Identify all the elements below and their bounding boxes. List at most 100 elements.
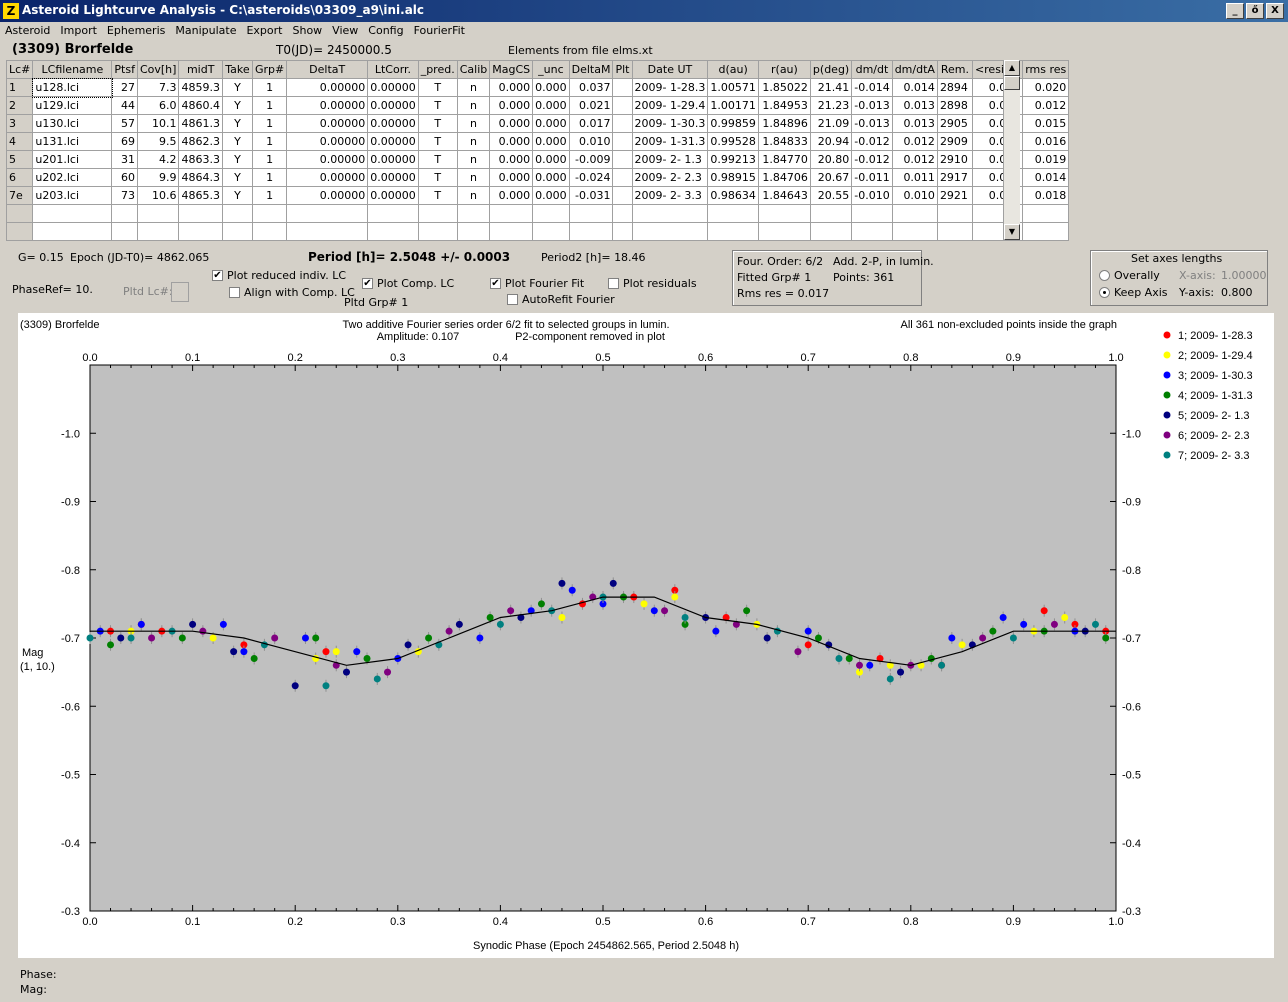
table-cell[interactable]: u130.lci <box>32 114 113 133</box>
table-cell[interactable]: 2009- 2- 1.3 <box>631 150 709 169</box>
table-cell[interactable]: 0.010 <box>891 186 938 205</box>
table-cell[interactable] <box>851 204 893 223</box>
table-cell[interactable] <box>612 150 633 169</box>
data-point[interactable] <box>743 607 751 615</box>
table-cell[interactable]: 0.000 <box>532 114 570 133</box>
column-header[interactable]: midT <box>178 60 223 79</box>
table-cell[interactable]: T <box>417 132 458 151</box>
data-point[interactable] <box>1009 634 1017 642</box>
data-point[interactable] <box>332 648 340 656</box>
table-cell[interactable]: 0.000 <box>489 114 534 133</box>
table-cell[interactable]: 0.018 <box>1022 186 1070 205</box>
column-header[interactable]: Rem. <box>936 60 973 79</box>
data-point[interactable] <box>199 627 207 635</box>
table-cell[interactable]: 69 <box>111 132 138 151</box>
column-header[interactable]: Lc# <box>5 60 34 79</box>
data-point[interactable] <box>794 648 802 656</box>
data-point[interactable] <box>148 634 156 642</box>
table-cell[interactable]: 1.84833 <box>757 132 811 151</box>
table-cell[interactable]: 73 <box>111 186 138 205</box>
table-cell[interactable] <box>286 204 369 223</box>
table-cell[interactable]: n <box>456 96 491 115</box>
minimize-button[interactable]: _ <box>1226 3 1244 19</box>
table-cell[interactable]: 1.00171 <box>707 96 759 115</box>
table-cell[interactable]: T <box>417 114 458 133</box>
data-point[interactable] <box>886 661 894 669</box>
table-cell[interactable]: 0.00000 <box>367 96 419 115</box>
table-cell[interactable]: 1 <box>251 96 288 115</box>
table-cell[interactable] <box>367 204 419 223</box>
table-cell[interactable]: 0.013 <box>891 96 938 115</box>
table-cell[interactable]: 0.000 <box>489 96 534 115</box>
column-header[interactable]: _pred. <box>417 60 458 79</box>
table-cell[interactable]: 0.00000 <box>367 78 419 97</box>
table-cell[interactable]: 0.014 <box>891 78 938 97</box>
table-cell[interactable]: 2009- 1-28.3 <box>631 78 709 97</box>
table-cell[interactable] <box>631 222 709 241</box>
data-point[interactable] <box>178 634 186 642</box>
table-cell[interactable]: 0.000 <box>532 168 570 187</box>
table-cell[interactable]: Y <box>221 78 253 97</box>
data-point[interactable] <box>671 593 679 601</box>
table-cell[interactable]: 4865.3 <box>178 186 223 205</box>
table-cell[interactable]: 0.99213 <box>707 150 759 169</box>
table-cell[interactable]: n <box>456 78 491 97</box>
data-point[interactable] <box>476 634 484 642</box>
table-cell[interactable]: T <box>417 150 458 169</box>
table-cell[interactable] <box>568 222 614 241</box>
data-point[interactable] <box>763 634 771 642</box>
table-cell[interactable]: u201.lci <box>32 150 113 169</box>
table-cell[interactable]: 4861.3 <box>178 114 223 133</box>
table-cell[interactable] <box>456 204 491 223</box>
data-point[interactable] <box>373 675 381 683</box>
column-header[interactable]: dm/dt <box>851 60 893 79</box>
data-point[interactable] <box>301 634 309 642</box>
table-cell[interactable]: 0.000 <box>489 150 534 169</box>
data-point[interactable] <box>189 620 197 628</box>
data-point[interactable] <box>1061 614 1069 622</box>
table-cell[interactable]: 0.00000 <box>367 132 419 151</box>
column-header[interactable]: Take <box>221 60 253 79</box>
table-cell[interactable]: Y <box>221 150 253 169</box>
table-cell[interactable]: 2917 <box>936 168 973 187</box>
table-cell[interactable]: T <box>417 78 458 97</box>
table-cell[interactable]: 1.84706 <box>757 168 811 187</box>
table-cell[interactable] <box>286 222 369 241</box>
table-cell[interactable] <box>851 222 893 241</box>
data-point[interactable] <box>876 654 884 662</box>
align-comp-checkbox[interactable]: Align with Comp. LC <box>229 286 355 299</box>
table-cell[interactable]: 4860.4 <box>178 96 223 115</box>
table-cell[interactable]: 0.00000 <box>286 168 369 187</box>
table-cell[interactable]: 0.013 <box>891 114 938 133</box>
table-cell[interactable] <box>5 222 34 241</box>
data-point[interactable] <box>856 668 863 676</box>
app-icon[interactable]: Z <box>3 3 19 19</box>
data-point[interactable] <box>117 634 125 642</box>
table-cell[interactable]: 0.016 <box>1022 132 1070 151</box>
data-point[interactable] <box>671 586 679 594</box>
scroll-up-icon[interactable]: ▲ <box>1004 60 1020 76</box>
data-point[interactable] <box>1102 634 1110 642</box>
table-cell[interactable]: 2009- 2- 2.3 <box>631 168 709 187</box>
table-cell[interactable] <box>417 204 458 223</box>
table-cell[interactable] <box>532 222 570 241</box>
table-cell[interactable]: 9.9 <box>136 168 180 187</box>
column-header[interactable]: p(deg) <box>809 60 853 79</box>
column-header[interactable]: DeltaT <box>286 60 369 79</box>
scroll-thumb[interactable] <box>1004 76 1020 90</box>
table-cell[interactable]: 20.67 <box>809 168 853 187</box>
table-cell[interactable]: 0.00000 <box>286 96 369 115</box>
table-cell[interactable]: T <box>417 96 458 115</box>
table-cell[interactable]: 10.1 <box>136 114 180 133</box>
table-cell[interactable]: 0.00000 <box>367 114 419 133</box>
table-cell[interactable]: 0.98634 <box>707 186 759 205</box>
table-cell[interactable]: 10.6 <box>136 186 180 205</box>
data-point[interactable] <box>1050 620 1058 628</box>
table-cell[interactable]: 0.020 <box>1022 78 1070 97</box>
table-cell[interactable]: -0.013 <box>851 114 893 133</box>
plot-area[interactable] <box>89 364 1117 912</box>
table-cell[interactable]: 1 <box>251 78 288 97</box>
data-point[interactable] <box>1040 607 1048 615</box>
table-cell[interactable]: 1 <box>251 114 288 133</box>
